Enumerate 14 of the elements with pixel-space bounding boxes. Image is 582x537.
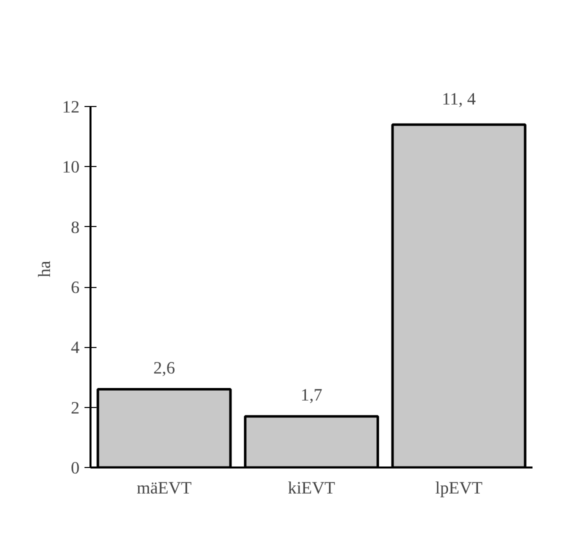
y-tick-label: 8 [70,218,80,237]
y-axis-title: ha [35,260,54,278]
y-tick-label: 12 [62,98,80,117]
y-tick-label: 6 [70,278,80,298]
y-tick-label: 4 [70,338,80,358]
data-label: 2,6 [153,358,176,378]
x-tick-label: kiEVT [288,478,336,498]
y-tick-label: 10 [62,158,80,177]
data-label: 11, 4 [442,90,476,109]
data-label: 1,7 [300,385,323,404]
x-tick-label: mäEVT [136,478,192,498]
x-tick-label: lpEVT [435,478,483,498]
y-tick-label: 2 [70,398,80,418]
y-tick-label: 0 [70,458,80,478]
